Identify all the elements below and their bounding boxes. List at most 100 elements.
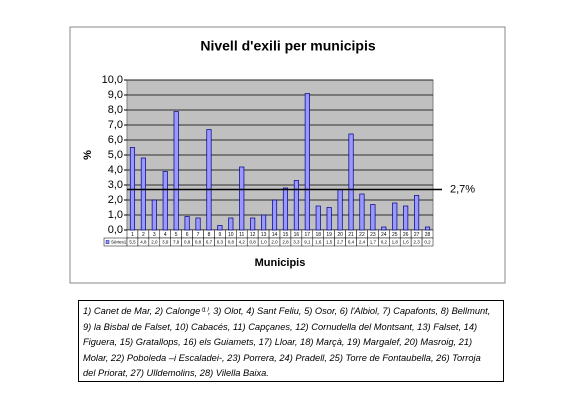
x-tick-label: 17 bbox=[305, 232, 311, 238]
x-tick-label: 16 bbox=[294, 232, 300, 238]
bar bbox=[403, 205, 409, 231]
y-tick-label: 8,0 bbox=[108, 104, 123, 116]
y-tick-label: 3,0 bbox=[108, 179, 123, 191]
bar bbox=[348, 133, 354, 231]
x-tick-label: 19 bbox=[326, 232, 332, 238]
chart: Nivell d'exili per municipis % Municipis… bbox=[69, 26, 506, 284]
bar bbox=[326, 207, 332, 231]
table-value: 6,7 bbox=[206, 240, 213, 245]
bar bbox=[217, 225, 223, 231]
bar bbox=[239, 166, 245, 231]
x-tick-label: 5 bbox=[175, 232, 178, 238]
bar bbox=[414, 195, 420, 231]
y-axis-label: % bbox=[82, 150, 94, 160]
x-tick-label: 9 bbox=[219, 232, 222, 238]
bar bbox=[315, 205, 321, 231]
table-value: 2,8 bbox=[282, 240, 289, 245]
x-tick-label: 18 bbox=[315, 232, 321, 238]
table-value: 0,3 bbox=[217, 240, 224, 245]
x-tick-label: 21 bbox=[348, 232, 354, 238]
bar bbox=[337, 189, 343, 231]
table-value: 2,0 bbox=[151, 240, 158, 245]
bar bbox=[162, 171, 168, 231]
x-tick-label: 25 bbox=[392, 232, 398, 238]
table-value: 3,3 bbox=[293, 240, 300, 245]
y-tick-label: 6,0 bbox=[108, 134, 123, 146]
table-value: 5,5 bbox=[129, 240, 136, 245]
bar bbox=[184, 216, 190, 231]
bar bbox=[282, 187, 289, 231]
bar bbox=[271, 199, 278, 231]
table-value: 9,1 bbox=[304, 240, 311, 245]
x-axis-label: Municipis bbox=[255, 257, 306, 269]
bar bbox=[206, 129, 212, 231]
note-line: Figuera, 15) Gratallops, 16) els Guiamet… bbox=[83, 337, 473, 347]
note-line: 1) Canet de Mar, 2) Calonge⁽¹⁾, 3) Olot,… bbox=[83, 306, 491, 316]
y-tick-label: 4,0 bbox=[108, 164, 123, 176]
x-tick-label: 28 bbox=[425, 232, 431, 238]
bar bbox=[370, 204, 376, 231]
x-tick-label: 11 bbox=[239, 232, 244, 238]
y-tick-label: 1,0 bbox=[108, 209, 123, 221]
bar bbox=[173, 111, 179, 231]
x-tick-label: 24 bbox=[381, 232, 387, 238]
x-tick-label: 3 bbox=[153, 232, 156, 238]
table-value: 2,3 bbox=[413, 240, 420, 245]
table-value: 0,2 bbox=[381, 240, 388, 245]
y-tick-label: 5,0 bbox=[108, 149, 123, 161]
x-tick-label: 8 bbox=[208, 232, 211, 238]
bar bbox=[151, 199, 157, 231]
bar bbox=[228, 217, 234, 231]
bar bbox=[261, 214, 267, 231]
x-tick-label: 22 bbox=[359, 232, 365, 238]
x-tick-label: 4 bbox=[164, 232, 167, 238]
bar bbox=[304, 93, 310, 231]
table-value: 1,6 bbox=[315, 240, 322, 245]
bar bbox=[359, 193, 365, 231]
table-value: 0,2 bbox=[424, 240, 431, 245]
legend-key bbox=[105, 240, 110, 244]
note-line: Molar, 22) Poboleda –i Escaladei-, 23) P… bbox=[83, 352, 481, 363]
chart-title: Nivell d'exili per municipis bbox=[200, 38, 375, 54]
x-tick-label: 2 bbox=[142, 232, 145, 238]
bar bbox=[392, 202, 398, 231]
bar bbox=[250, 217, 256, 231]
y-tick-label: 10,0 bbox=[102, 74, 123, 86]
table-value: 0,8 bbox=[228, 240, 235, 245]
table-value: 6,4 bbox=[348, 240, 355, 245]
y-tick-label: 0,0 bbox=[108, 224, 123, 236]
table-value: 4,2 bbox=[239, 240, 246, 245]
x-tick-label: 7 bbox=[197, 232, 200, 238]
x-tick-label: 1 bbox=[131, 232, 134, 238]
table-value: 1,0 bbox=[260, 240, 267, 245]
table-value: 1,5 bbox=[326, 240, 333, 245]
table-value: 0,8 bbox=[195, 240, 202, 245]
y-tick-label: 2,0 bbox=[108, 194, 123, 206]
table-value: 4,8 bbox=[140, 240, 147, 245]
bar bbox=[140, 157, 146, 231]
x-tick-label: 26 bbox=[403, 232, 409, 238]
reference-label: 2,7% bbox=[450, 183, 475, 195]
x-tick-label: 13 bbox=[261, 232, 267, 238]
table-value: 1,6 bbox=[403, 240, 410, 245]
x-tick-label: 23 bbox=[370, 232, 376, 238]
x-tick-label: 12 bbox=[250, 232, 256, 238]
table-value: 7,9 bbox=[173, 240, 180, 245]
table-value: 2,0 bbox=[271, 240, 278, 245]
y-tick-label: 7,0 bbox=[108, 119, 123, 131]
bar bbox=[381, 226, 387, 231]
table-value: 1,8 bbox=[392, 240, 399, 245]
bar bbox=[424, 226, 431, 231]
table-value: 3,9 bbox=[162, 240, 169, 245]
table-value: 2,7 bbox=[337, 240, 344, 245]
bar bbox=[195, 217, 201, 231]
table-cell bbox=[421, 237, 434, 247]
note-line: del Priorat, 27) Ulldemolins, 28) Vilell… bbox=[83, 368, 269, 378]
x-tick-label: 20 bbox=[337, 232, 343, 238]
table-value: 1,7 bbox=[370, 240, 377, 245]
x-tick-label: 15 bbox=[283, 232, 289, 238]
x-tick-label: 6 bbox=[186, 232, 189, 238]
y-tick-label: 9,0 bbox=[108, 89, 123, 101]
note-line: 9) la Bisbal de Falset, 10) Cabacés, 11)… bbox=[83, 321, 478, 332]
legend-label: Sèries1 bbox=[111, 240, 127, 245]
